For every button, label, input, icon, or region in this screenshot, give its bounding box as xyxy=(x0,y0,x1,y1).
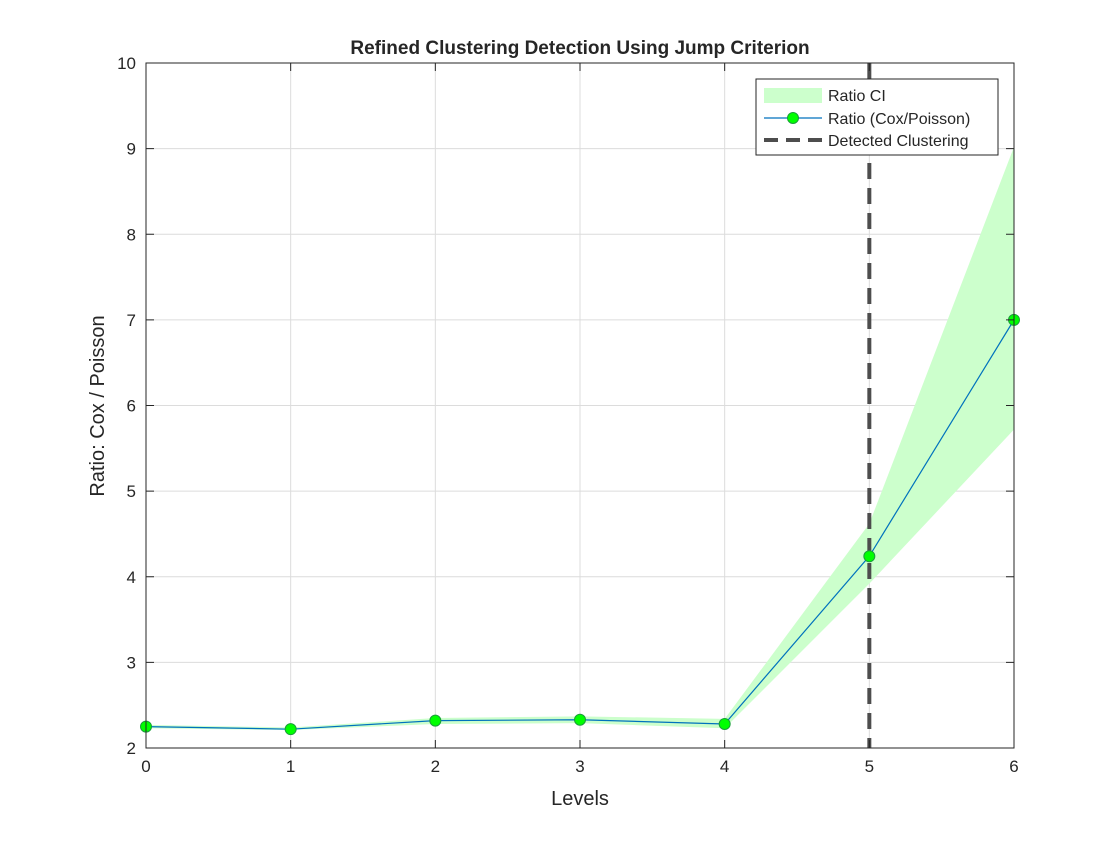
chart-title: Refined Clustering Detection Using Jump … xyxy=(350,38,809,59)
legend-ci-label: Ratio CI xyxy=(828,88,886,105)
x-tick-label: 0 xyxy=(141,757,150,776)
x-axis-label: Levels xyxy=(551,788,609,810)
x-tick-label: 1 xyxy=(286,757,295,776)
legend: Ratio CI Ratio (Cox/Poisson) Detected Clus… xyxy=(755,78,999,156)
data-point xyxy=(284,723,297,736)
y-tick-label: 9 xyxy=(127,140,136,159)
y-tick-label: 7 xyxy=(127,311,136,330)
x-tick-label: 2 xyxy=(431,757,440,776)
grid-layer xyxy=(145,62,1015,749)
x-tick-label: 6 xyxy=(1009,757,1018,776)
data-point xyxy=(863,550,876,563)
x-tick-label: 5 xyxy=(865,757,874,776)
y-tick-label: 3 xyxy=(127,653,136,672)
x-tick-label: 3 xyxy=(575,757,584,776)
x-tick-label: 4 xyxy=(720,757,729,776)
y-tick-label: 5 xyxy=(127,482,136,501)
data-point xyxy=(574,713,586,726)
legend-series-label: Ratio (Cox/Poisson) xyxy=(828,111,970,128)
y-tick-label: 2 xyxy=(127,739,136,758)
data-point xyxy=(718,718,731,731)
data-point xyxy=(429,714,442,727)
y-tick-label: 10 xyxy=(117,54,136,73)
y-tick-label: 6 xyxy=(127,397,136,416)
legend-vline-label: Detected Clustering xyxy=(828,133,969,150)
y-tick-label: 4 xyxy=(127,568,136,587)
y-tick-label: 8 xyxy=(127,225,136,244)
legend-ci-swatch xyxy=(764,88,822,103)
axes-layer: 0 1 2 3 4 5 6 2 3 4 5 6 7 8 9 10 xyxy=(117,54,1019,776)
legend-series-marker xyxy=(787,112,799,124)
y-axis-label: Ratio: Cox / Poisson xyxy=(87,315,109,496)
